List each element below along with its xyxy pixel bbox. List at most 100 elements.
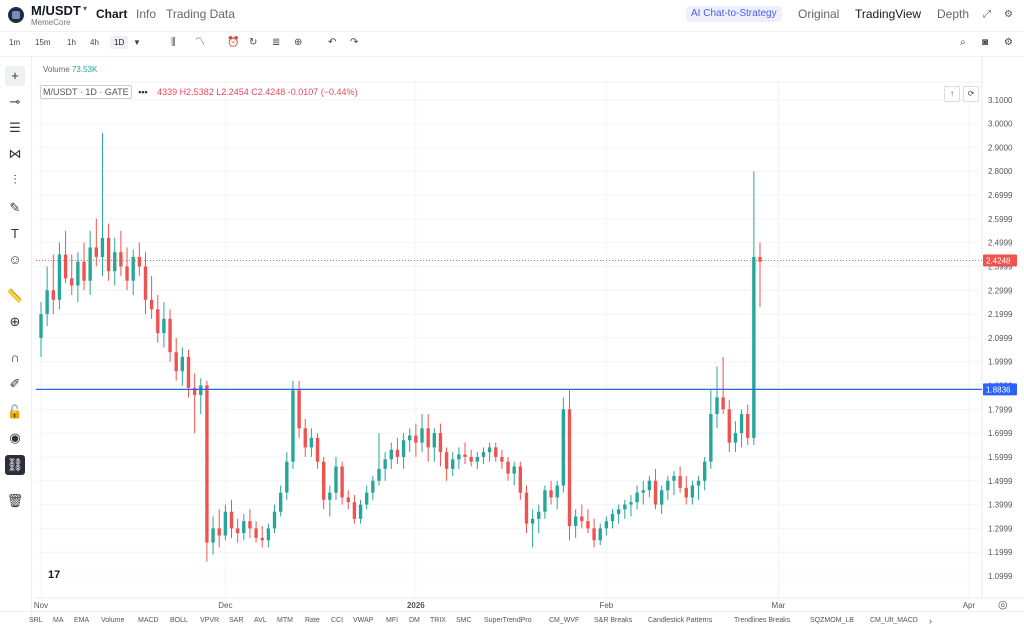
price-tick-label: 2.4999 [988, 239, 1013, 248]
interval-1h[interactable]: 1h [67, 38, 76, 47]
price-tick-label: 2.1999 [988, 310, 1013, 319]
indicator-rate[interactable]: Rate [305, 617, 320, 624]
symbol-label[interactable]: M/USDT · 1D · GATE [40, 85, 132, 99]
text-icon[interactable]: T [11, 226, 19, 241]
scroll-up-icon[interactable]: ↑ [944, 86, 960, 102]
tab-original[interactable]: Original [798, 7, 840, 21]
add-icon[interactable]: ⊕ [294, 37, 303, 48]
indicator-volume[interactable]: Volume [101, 617, 125, 624]
indicator-sqzmom-lb[interactable]: SQZMOM_LB [810, 617, 854, 624]
pair-name[interactable]: M/USDT [31, 3, 81, 18]
candle-body [168, 318, 172, 353]
candle-body [451, 459, 455, 469]
indicator-cm-ult-macd[interactable]: CM_Ult_MACD [870, 617, 918, 624]
interval-1d[interactable]: 1D [110, 36, 129, 49]
candle-body [340, 466, 344, 498]
brush-icon[interactable]: ✎ [9, 200, 21, 215]
candle-body [401, 440, 406, 457]
indicator-trix[interactable]: TRIX [430, 617, 446, 624]
candle-body [297, 390, 301, 429]
settings-icon[interactable]: ⚙ [1004, 9, 1013, 20]
tab-info[interactable]: Info [136, 7, 157, 21]
indicator-mfi[interactable]: MFI [386, 617, 399, 624]
tab-chart[interactable]: Chart [96, 7, 128, 21]
indicator-sar[interactable]: SAR [229, 617, 244, 624]
interval-15m[interactable]: 15m [35, 38, 51, 47]
more-icon[interactable]: ••• [138, 87, 148, 97]
indicator-cm-wvf[interactable]: CM_WVF [549, 617, 580, 624]
trash-icon[interactable]: 🗑 [6, 493, 24, 508]
candle-type-icon[interactable]: ⫼ [171, 37, 176, 48]
price-tick-label: 3.1000 [988, 96, 1013, 105]
parallel-lines-icon[interactable]: ☰ [9, 120, 21, 135]
indicators-icon[interactable]: 〽 [195, 37, 205, 48]
candle-body [235, 528, 240, 534]
replay-icon[interactable]: ↻ [249, 37, 258, 48]
candle-body [278, 492, 283, 512]
indicator-candlestick-patterns[interactable]: Candlestick Patterns [648, 617, 713, 624]
interval-1m[interactable]: 1m [9, 38, 21, 47]
candle-body [260, 537, 264, 541]
candle-body [573, 516, 578, 526]
horizontal-ray-icon[interactable]: ⊸ [9, 94, 21, 109]
emoji-icon[interactable]: ☺ [8, 252, 22, 267]
search-icon[interactable]: ⌕ [960, 37, 966, 48]
indicator-vwap[interactable]: VWAP [353, 617, 374, 624]
ruler-icon[interactable]: 📏 [6, 288, 24, 303]
magnet-icon[interactable]: ∩ [10, 350, 20, 365]
crosshair-icon[interactable]: + [5, 66, 25, 86]
indicator-smc[interactable]: SMC [456, 617, 472, 624]
indicator-mtm[interactable]: MTM [277, 617, 293, 624]
candle-body [377, 468, 381, 481]
candle-body [162, 318, 166, 334]
time-tick-label: Apr [963, 601, 976, 610]
indicator-cci[interactable]: CCI [331, 617, 344, 624]
indicator-trendlines-breaks[interactable]: Trendlines Breaks [734, 617, 791, 624]
indicator-ema[interactable]: EMA [74, 617, 90, 624]
indicator-ma[interactable]: MA [53, 617, 64, 624]
indicator-s-r-breaks[interactable]: S&R Breaks [594, 617, 633, 624]
layout-icon[interactable]: ≣ [272, 37, 281, 48]
expand-icon[interactable]: ⤢ [983, 9, 991, 20]
chart-settings-icon[interactable]: ⚙ [1004, 37, 1013, 48]
undo-icon[interactable]: ↶ [328, 37, 337, 48]
candle-body [131, 256, 135, 281]
indicator-supertrendpro[interactable]: SuperTrendPro [484, 617, 532, 624]
eye-icon[interactable]: ◉ [9, 430, 21, 445]
pattern-icon[interactable]: ⋈ [8, 146, 22, 161]
tab-tradingview[interactable]: TradingView [855, 7, 922, 21]
candle-body [149, 299, 154, 310]
ai-chat-to-strategy-button[interactable]: AI Chat-to-Strategy [686, 6, 782, 22]
candle-body [223, 511, 228, 536]
redo-icon[interactable]: ↷ [350, 37, 359, 48]
indicator-bar: SRL MA EMA Volume MACD BOLL VPVR SAR AVL MTM Rate C… [0, 611, 1024, 637]
lock-icon[interactable]: 🔓 [6, 404, 24, 419]
tab-trading-data[interactable]: Trading Data [166, 7, 235, 21]
indicator-dm[interactable]: DM [409, 617, 420, 624]
camera-icon[interactable]: ◙ [982, 37, 989, 48]
time-axis-settings-icon[interactable]: ◎ [998, 599, 1008, 611]
candle-body [94, 247, 98, 257]
link-icon[interactable]: ⛓ [5, 455, 25, 475]
candle-body [186, 356, 191, 388]
more-indicators-icon[interactable]: › [929, 616, 932, 626]
indicator-vpvr[interactable]: VPVR [200, 617, 220, 624]
indicator-macd[interactable]: MACD [138, 617, 159, 624]
zoom-icon[interactable]: ⊕ [9, 314, 21, 329]
alert-icon[interactable]: ⏰ [227, 37, 240, 48]
indicator-srl[interactable]: SRL [29, 617, 43, 624]
indicator-boll[interactable]: BOLL [170, 617, 188, 624]
candle-body [567, 409, 572, 526]
candle-body [334, 466, 338, 493]
interval-4h[interactable]: 4h [90, 38, 99, 47]
candle-body [229, 511, 234, 529]
tab-depth[interactable]: Depth [937, 7, 970, 21]
horizontal-line-price-label: 1.8836 [986, 385, 1011, 394]
pair-dropdown-icon[interactable]: ▾ [83, 4, 88, 13]
refresh-icon[interactable]: ⟳ [963, 86, 979, 102]
candle-body [321, 461, 326, 500]
fib-icon[interactable]: ⫶ [13, 172, 17, 187]
interval-dropdown-icon[interactable]: ▼ [133, 38, 141, 47]
indicator-avl[interactable]: AVL [254, 617, 267, 624]
lock-drawing-icon[interactable]: ✐ [9, 376, 21, 391]
